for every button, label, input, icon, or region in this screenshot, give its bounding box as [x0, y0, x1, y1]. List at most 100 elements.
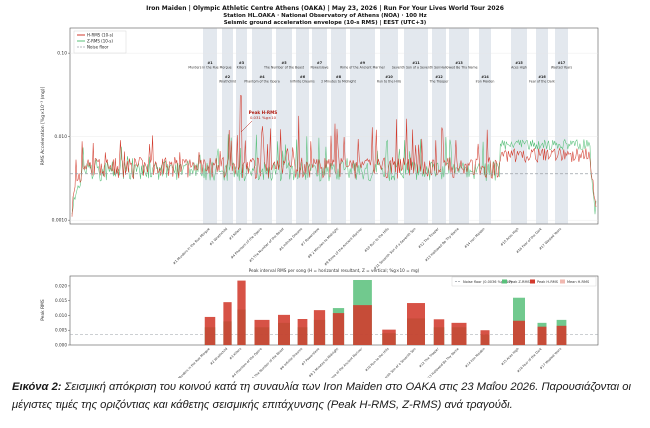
timeline-x-tick-labels: #1 Murders in the Rue Morgue#2 Wrathchil… [172, 226, 562, 270]
song-band-title: Wasted Years [551, 66, 573, 70]
bar-y-axis: 0.000 0.005 0.010 0.015 0.020 [55, 283, 70, 348]
song-band [479, 28, 491, 224]
song-band-title: Seventh Son of a Seventh Son [392, 66, 440, 70]
song-band-number: #3 [239, 61, 245, 65]
timeline-y-tick-label: 0.0010 [52, 218, 68, 224]
bar-x-tick-label: #9 Rime of the Ancient Mariner [325, 346, 364, 378]
song-band-title: Hallowed Be Thy Name [440, 66, 477, 70]
legend-z-label: Z-RMS (10-s) [87, 39, 113, 44]
figure: Iron Maiden | Olympic Athletic Centre At… [40, 5, 599, 378]
timeline-y-axis-label: RMS Acceleration [%g×10⁻³ (mg)] [40, 86, 46, 165]
bar-marks [204, 280, 567, 345]
peak-annotation-title: Peak H-RMS [249, 110, 278, 115]
song-band [296, 28, 309, 224]
timeline-x-tick-label: #3 Killers [228, 227, 242, 241]
bar-x-tick-label: #13 Hallowed Be Thy Name [425, 347, 460, 378]
h-rms-series-line [71, 95, 597, 217]
figure-subtitle-station: Station HL.OAKA · National Observatory o… [223, 13, 426, 19]
bar-peak-h [433, 319, 445, 345]
bar-legend-mean-label: Mean H-RMS [567, 280, 590, 284]
timeline-x-tick-label: #15 Aces High [500, 227, 520, 247]
timeline-x-tick-label: #14 Iron Maiden [463, 227, 485, 249]
bar-legend-h-label: Peak H-RMS [537, 280, 559, 284]
bar-x-tick-label: #16 Fear of the Dark [516, 347, 543, 374]
bar-peak-h [223, 302, 232, 345]
song-band-number: #15 [515, 61, 523, 65]
bar-peak-h [332, 313, 345, 345]
caption-text: Σεισμική απόκριση του κοινού κατά τη συν… [12, 381, 631, 411]
bar-peak-h [237, 280, 246, 345]
song-band-title: The Trooper [429, 80, 450, 84]
song-band-number: #7 [317, 61, 323, 65]
song-band-number: #4 [259, 75, 265, 79]
bar-peak-h [278, 314, 290, 345]
song-band-title: Wrathchild [219, 80, 236, 84]
timeline-y-tick-label: 0.10 [57, 51, 67, 57]
bar-legend-h-swatch [530, 279, 535, 284]
figure-title: Iron Maiden | Olympic Athletic Centre At… [146, 5, 504, 12]
bar-y-tick-label: 0.010 [55, 313, 67, 318]
bar-peak-h [407, 303, 425, 345]
song-band [252, 28, 272, 224]
timeline-x-tick-label: #10 Run to the Hills [363, 227, 389, 253]
peak-annotation-arrow [240, 120, 253, 133]
song-band [432, 28, 446, 224]
legend-h-label: H-RMS (10-s) [87, 33, 114, 38]
bar-panel: Peak interval RMS per song (H = horizont… [40, 268, 599, 378]
timeline-x-tick-label: #13 Hallowed Be Thy Name [424, 227, 460, 263]
timeline-y-tick-label: 0.010 [54, 134, 67, 140]
bar-legend: Noise floor (0.0036 %g×10) Peak Z-RMS Pe… [451, 276, 597, 287]
bar-peak-h [513, 320, 525, 345]
timeline-gridlines [70, 52, 598, 221]
bar-x-tick-label: #1 Murders in the Rue Morgue [173, 347, 210, 378]
timeline-x-tick-label: #16 Fear of the Dark [515, 227, 542, 254]
bar-legend-box [451, 276, 597, 287]
song-band-number: #9 [360, 61, 366, 65]
timeline-x-tick-label: #1 Murders in the Rue Morgue [172, 227, 211, 266]
bar-y-axis-label: Peak RMS [40, 299, 46, 321]
peak-annotation-value: 0.031 %g×10 [250, 115, 277, 120]
bar-legend-z-swatch [502, 279, 507, 284]
song-band-number: #10 [385, 75, 393, 79]
bar-y-tick-label: 0.005 [55, 328, 67, 333]
song-band-title: Powerslave [311, 66, 329, 70]
song-band-number: #11 [412, 61, 420, 65]
song-band-number: #1 [207, 61, 213, 65]
bar-x-tick-label: #7 Powerslave [301, 347, 321, 367]
song-band [449, 28, 469, 224]
song-band [536, 28, 548, 224]
bar-peak-h [313, 310, 326, 345]
legend-noise-label: Noise floor [87, 45, 109, 50]
bar-y-tick-label: 0.000 [55, 343, 67, 348]
bar-peak-h [556, 325, 567, 345]
song-band [350, 28, 375, 224]
song-band-number: #2 [225, 75, 231, 79]
bar-x-tick-label: #3 Killers [228, 347, 242, 361]
song-band-title: Iron Maiden [476, 80, 495, 84]
legend-box [73, 30, 127, 54]
song-band-number: #14 [481, 75, 489, 79]
song-bands [203, 28, 568, 224]
bar-legend-noise-label: Noise floor (0.0036 %g×10) [463, 280, 513, 284]
song-band [276, 28, 292, 224]
figure-subtitle-method: Seismic ground acceleration envelope (10… [224, 20, 427, 26]
timeline-x-tick-label: #7 Powerslave [300, 227, 320, 247]
caption-label: Εικόνα 2: [12, 381, 62, 393]
song-band-title: Fear of the Dark [529, 80, 555, 84]
song-band-number: #8 [336, 75, 342, 79]
timeline-legend: H-RMS (10-s) Z-RMS (10-s) Noise floor [73, 30, 127, 54]
z-rms-series-line [71, 134, 597, 215]
song-band-title: Rime of the Ancient Mariner [340, 66, 385, 70]
timeline-y-axis: 0.10 0.010 0.0010 [52, 51, 70, 224]
bar-x-tick-labels: #1 Murders in the Rue Morgue#2 Wrathchil… [173, 346, 562, 378]
bar-y-tick-label: 0.015 [55, 298, 67, 303]
bar-chart-title: Peak interval RMS per song (H = horizont… [249, 268, 420, 273]
bar-y-tick-label: 0.020 [55, 283, 67, 288]
bar-peak-h [353, 305, 372, 345]
bar-x-tick-label: #10 Run to the Hills [364, 347, 390, 373]
bar-legend-z-label: Peak Z-RMS [509, 280, 530, 284]
song-band [555, 28, 568, 224]
song-band [404, 28, 428, 224]
